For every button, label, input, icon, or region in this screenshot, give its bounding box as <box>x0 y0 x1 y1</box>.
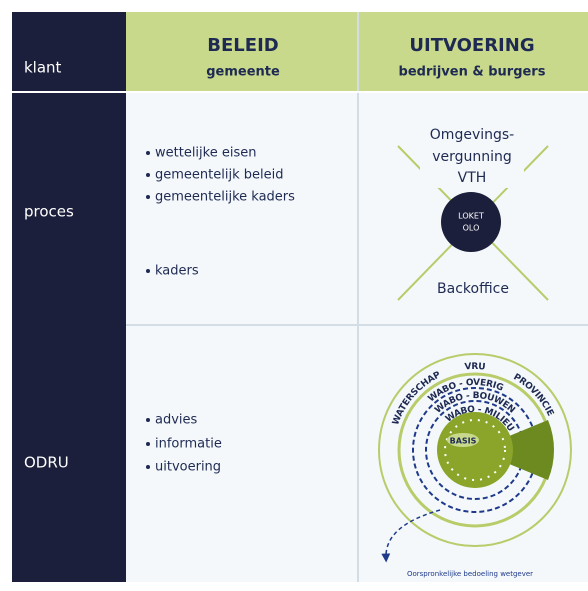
row-label: proces <box>24 203 74 221</box>
bullet <box>146 173 150 177</box>
bullet <box>146 442 150 446</box>
loket-label: OLO <box>463 224 480 233</box>
loket-label: LOKET <box>458 212 484 221</box>
core-dots <box>444 419 506 481</box>
bullet <box>146 418 150 422</box>
bullet-text: kaders <box>155 264 199 279</box>
ring <box>378 353 572 547</box>
column-title: UITVOERING <box>409 35 534 56</box>
flow-label: Backoffice <box>437 281 509 297</box>
bullet-text: informatie <box>155 437 222 452</box>
wedge <box>475 420 554 480</box>
flow-label: vergunning <box>432 149 512 165</box>
row-label-column <box>12 12 126 582</box>
ring-label-path: VRU <box>464 361 486 372</box>
bullet <box>146 151 150 155</box>
bullet-text: gemeentelijk beleid <box>155 168 283 183</box>
core <box>437 412 513 488</box>
flow-label: Omgevings- <box>430 127 514 143</box>
ring-label: VRU <box>464 361 486 372</box>
bullet-list: advies informatie uitvoering <box>146 413 222 475</box>
column-subtitle: bedrijven & burgers <box>399 65 546 80</box>
column-subtitle: gemeente <box>206 65 280 80</box>
label-backdrop <box>420 124 524 188</box>
loket-circle <box>441 192 501 252</box>
bullet-text: advies <box>155 413 198 428</box>
row-label: ODRU <box>24 454 69 472</box>
label-backdrop <box>428 278 518 300</box>
bullet-text: wettelijke eisen <box>155 146 256 161</box>
note: Oorspronkelijke bedoeling wetgever <box>407 570 533 578</box>
bullet-text: gemeentelijke kaders <box>155 190 295 205</box>
bullet <box>146 269 150 273</box>
bullet <box>146 465 150 469</box>
bullet <box>146 195 150 199</box>
basis-label: BASIS <box>450 437 477 446</box>
arrow <box>381 509 441 563</box>
flow-label: VTH <box>458 170 487 186</box>
column-title: BELEID <box>207 35 278 56</box>
basis-label-bg <box>447 433 479 447</box>
bullet-list: wettelijke eisen gemeentelijk beleid gem… <box>146 146 295 279</box>
row-label: klant <box>24 59 62 77</box>
bullet-text: uitvoering <box>155 460 221 475</box>
